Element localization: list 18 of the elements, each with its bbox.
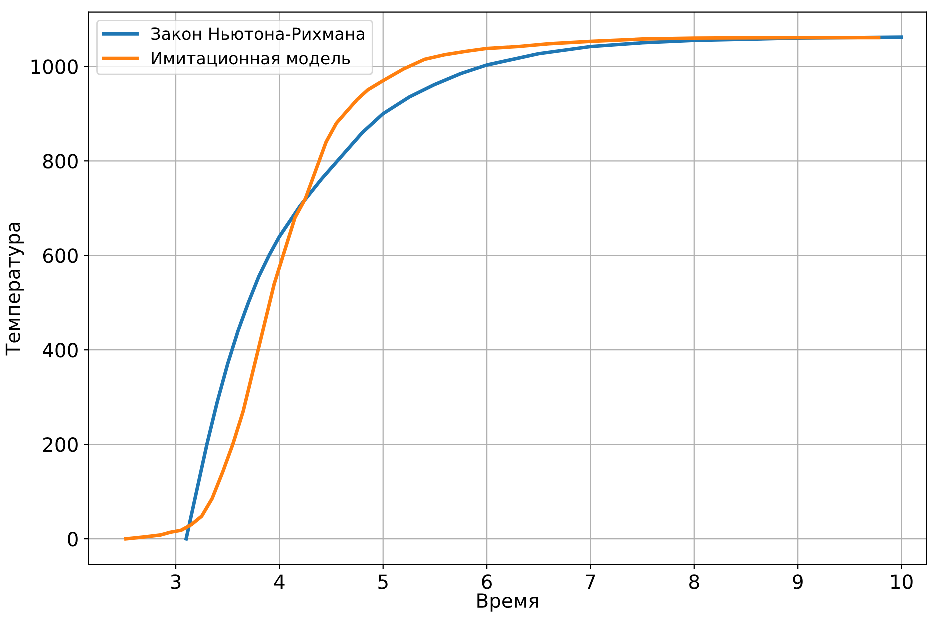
- y-tick-label: 400: [43, 343, 78, 358]
- x-tick-label: 5: [378, 574, 388, 590]
- y-tick-label: 200: [44, 438, 78, 452]
- x-tick-label: 3: [171, 574, 181, 590]
- x-axis-title: Время: [478, 594, 538, 612]
- x-tick-label: 4: [274, 574, 285, 590]
- x-tick-label: 10: [892, 574, 913, 590]
- y-tick-label: 0: [68, 532, 78, 547]
- y-tick-label: 1000: [32, 60, 78, 74]
- y-axis-title: Температура: [6, 222, 24, 356]
- x-tick-label: 9: [793, 574, 803, 590]
- x-tick-label: 7: [586, 574, 596, 590]
- y-tick-label: 800: [43, 154, 78, 169]
- legend-label: Закон Ньютона-Рихмана: [152, 28, 364, 40]
- x-tick-label: 8: [690, 574, 700, 590]
- legend-label: Имитационная модель: [152, 52, 350, 67]
- y-tick-label: 600: [43, 248, 78, 264]
- x-tick-label: 6: [482, 574, 492, 590]
